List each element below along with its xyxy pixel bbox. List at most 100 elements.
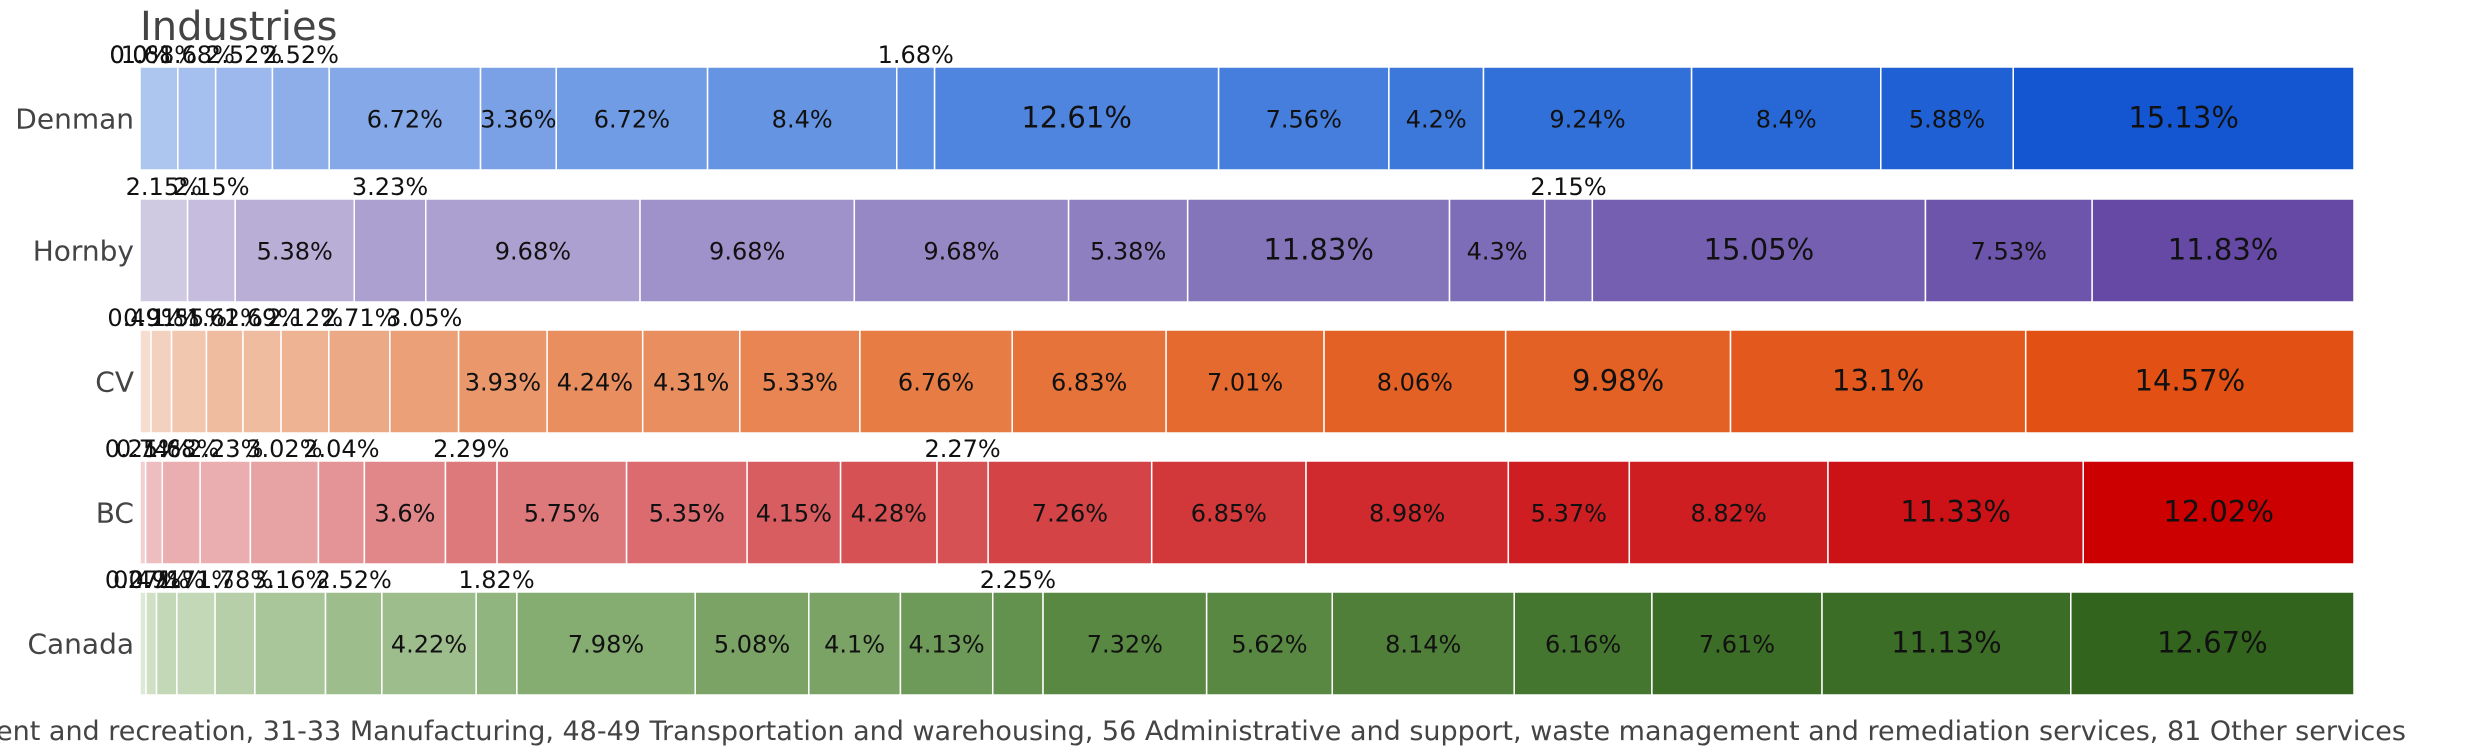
bar-segment	[2070, 591, 2355, 696]
bar-segment	[1821, 591, 2072, 696]
bar-segment	[479, 66, 557, 171]
bar-segment	[1323, 329, 1507, 434]
bar-segment	[144, 460, 164, 565]
segment-label: 1.69%	[224, 304, 300, 332]
segment-label: 15.13%	[2128, 101, 2239, 135]
bar-segment	[242, 329, 282, 434]
segment-label: 2.23%	[187, 435, 263, 463]
bar-segment	[1591, 198, 1927, 303]
segment-label: 7.61%	[1699, 631, 1775, 659]
bar-segment	[475, 591, 518, 696]
row-label: Denman	[15, 103, 134, 136]
bar-segment	[1507, 460, 1631, 565]
row-label: Hornby	[33, 235, 134, 268]
segment-label: 9.68%	[923, 238, 999, 266]
legend-text: ent and recreation, 31-33 Manufacturing,…	[0, 716, 2406, 747]
bar-segment	[186, 198, 236, 303]
bar-segment	[139, 329, 152, 434]
bar-segment	[444, 460, 498, 565]
bar-segment	[625, 460, 748, 565]
segment-label: 3.93%	[465, 369, 541, 397]
bar-segment	[2012, 66, 2355, 171]
bar-segment	[324, 591, 383, 696]
bar-segment	[139, 66, 179, 171]
segment-label: 1.62%	[187, 304, 263, 332]
segment-label: 1.82%	[458, 566, 534, 594]
segment-label: 1.68%	[143, 435, 219, 463]
bar-segment	[2024, 329, 2355, 434]
segment-label: 4.2%	[1406, 106, 1467, 134]
bar-segment	[1651, 591, 1823, 696]
segment-label: 13.1%	[1832, 364, 1924, 398]
bar-segment	[936, 460, 989, 565]
segment-label: 2.15%	[126, 173, 202, 201]
segment-label: 5.35%	[649, 500, 725, 528]
bar-segment	[1504, 329, 1732, 434]
bar-segment	[496, 460, 628, 565]
row-cv: CV 0.49%0.91%1.55%1.62%1.69%2.12%2.71%3.0…	[95, 304, 2355, 434]
segment-label: 3.05%	[386, 304, 462, 332]
segment-label: 7.53%	[1971, 238, 2047, 266]
segment-label: 8.06%	[1377, 369, 1453, 397]
segment-label: 5.75%	[524, 500, 600, 528]
row-canada: Canada 0.27%0.47%0.91%1.71%1.78%3.16%2.52…	[27, 566, 2355, 696]
bar-segment	[328, 66, 482, 171]
segment-label: 2.27%	[924, 435, 1000, 463]
bar-segment	[457, 329, 548, 434]
bar-segment	[1827, 460, 2084, 565]
segment-label: 5.62%	[1231, 631, 1307, 659]
segment-label: 5.38%	[257, 238, 333, 266]
bar-segment	[859, 329, 1013, 434]
bar-segment	[1150, 460, 1307, 565]
segment-label: 0.27%	[105, 566, 181, 594]
segment-label: 7.26%	[1032, 500, 1108, 528]
bar-segment	[139, 591, 147, 696]
segment-label: 2.71%	[321, 304, 397, 332]
segment-label: 7.32%	[1087, 631, 1163, 659]
bar-segment	[214, 66, 274, 171]
bar-segment	[199, 460, 252, 565]
segment-label: 8.4%	[1756, 106, 1817, 134]
bar-segment	[139, 460, 147, 565]
segment-label: 12.67%	[2157, 626, 2268, 660]
segment-label: 0.0%	[110, 41, 171, 69]
segment-label: 6.72%	[367, 106, 443, 134]
segment-label: 8.82%	[1691, 500, 1767, 528]
segment-label: 8.14%	[1385, 631, 1461, 659]
segment-label: 1.68%	[159, 41, 235, 69]
segment-label: 6.76%	[898, 369, 974, 397]
segment-label: 4.22%	[391, 631, 467, 659]
segment-label: 2.12%	[267, 304, 343, 332]
segment-label: 3.23%	[352, 173, 428, 201]
segment-label: 0.91%	[123, 304, 199, 332]
bar-segment	[987, 460, 1153, 565]
segment-label: 8.4%	[772, 106, 833, 134]
segment-label: 0.25%	[105, 435, 181, 463]
bar-segment	[2082, 460, 2355, 565]
bar-segment	[1011, 329, 1167, 434]
segment-label: 15.05%	[1704, 233, 1815, 267]
segment-label: 9.98%	[1572, 364, 1664, 398]
segment-label: 4.28%	[851, 500, 927, 528]
segment-label: 8.98%	[1369, 500, 1445, 528]
segment-label: 5.38%	[1090, 238, 1166, 266]
segment-label: 6.83%	[1051, 369, 1127, 397]
segment-label: 2.29%	[433, 435, 509, 463]
bar-segment	[176, 591, 216, 696]
bar-segment	[425, 198, 641, 303]
bar-segment	[1924, 198, 2093, 303]
bar-segment	[899, 591, 994, 696]
bar-segment	[1067, 198, 1189, 303]
bar-segment	[1165, 329, 1325, 434]
segment-label: 12.02%	[2163, 495, 2274, 529]
segment-label: 4.31%	[653, 369, 729, 397]
segment-label: 6.85%	[1191, 500, 1267, 528]
bar-segment	[389, 329, 460, 434]
bar-segment	[853, 198, 1070, 303]
bar-segment	[1448, 198, 1546, 303]
segment-label: 4.15%	[756, 500, 832, 528]
segment-label: 9.68%	[495, 238, 571, 266]
segment-label: 2.15%	[173, 173, 249, 201]
bar-segment	[1880, 66, 2014, 171]
